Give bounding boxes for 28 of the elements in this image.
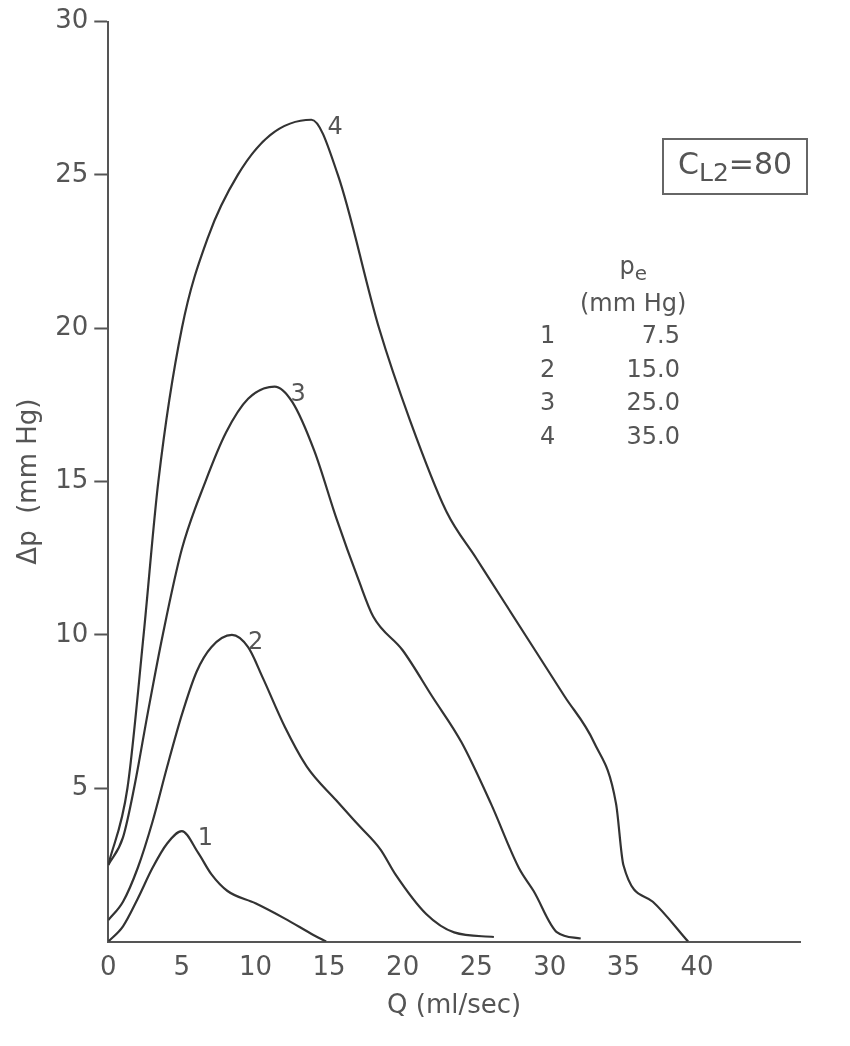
series-label: 1 bbox=[197, 823, 214, 852]
x-tick-label: 30 bbox=[533, 950, 567, 981]
y-tick-label: 30 bbox=[55, 4, 89, 35]
x-tick-label: 40 bbox=[680, 950, 714, 981]
text: 4 35.0 bbox=[540, 421, 680, 450]
text: 3 25.0 bbox=[540, 388, 680, 417]
x-tick-label: 25 bbox=[459, 950, 493, 981]
y-tick-label: 20 bbox=[55, 311, 89, 342]
x-tick-label: 5 bbox=[173, 950, 191, 981]
legend-title: p$_{e}$ (mm Hg) bbox=[580, 251, 687, 319]
series-label: 4 bbox=[327, 111, 343, 140]
y-tick-label: 25 bbox=[55, 157, 89, 188]
text: 2 15.0 bbox=[540, 354, 680, 383]
annotation: C$_{L2}$=80 bbox=[662, 138, 809, 195]
x-axis-title: Q (ml/sec) bbox=[387, 989, 522, 1020]
x-tick-label: 10 bbox=[238, 950, 272, 981]
x-tick-label: 20 bbox=[386, 950, 420, 981]
y-tick-label: 5 bbox=[71, 771, 89, 802]
x-tick-label: 0 bbox=[100, 950, 117, 981]
text: 1 7.5 bbox=[540, 321, 680, 350]
y-tick-label: 15 bbox=[55, 464, 89, 495]
series-label: 3 bbox=[290, 378, 306, 407]
series-label: 2 bbox=[247, 627, 264, 656]
x-tick-label: 15 bbox=[312, 950, 346, 981]
x-tick-label: 35 bbox=[606, 950, 640, 981]
line-series bbox=[108, 633, 495, 939]
y-tick-label: 10 bbox=[55, 617, 89, 648]
y-axis-title: Δp (mm Hg) bbox=[12, 398, 43, 565]
